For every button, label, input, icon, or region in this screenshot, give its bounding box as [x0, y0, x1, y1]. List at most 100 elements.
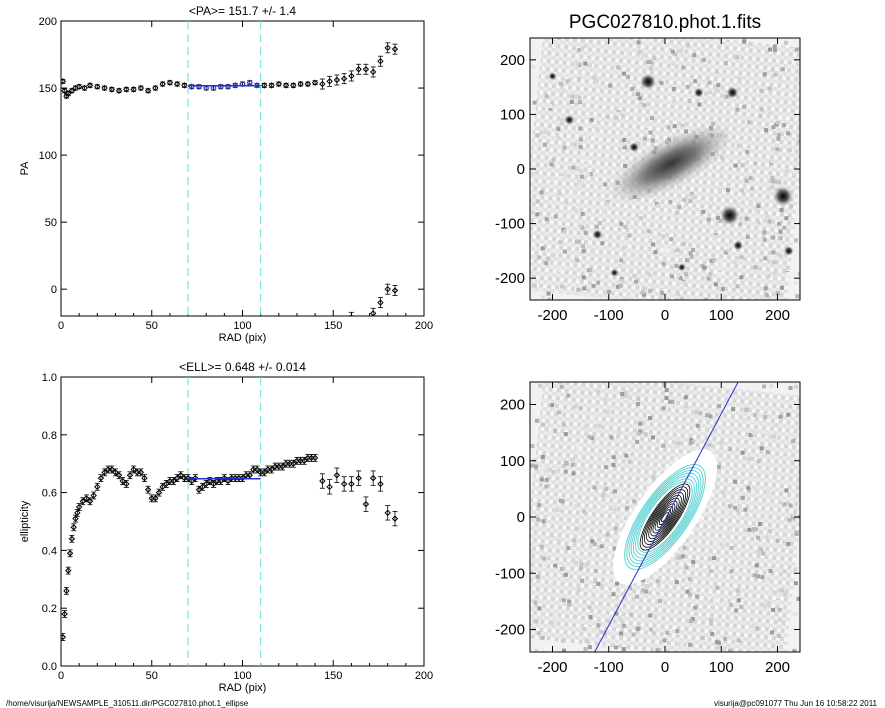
fits-image-noise-pixel: [770, 159, 775, 164]
ellipse-overlay-noise-pixel: [624, 453, 629, 458]
fits-image-noise-pixel: [559, 175, 564, 180]
fits-image-noise-pixel: [547, 297, 552, 300]
fits-image-noise-pixel: [700, 264, 705, 269]
fits-image-noise-pixel: [778, 236, 783, 241]
fits-image-noise-pixel: [711, 121, 716, 126]
star-source: [677, 263, 686, 272]
fits-image-title: PGC027810.phot.1.fits: [569, 12, 761, 33]
pa-xtick-label: 100: [233, 320, 251, 332]
ellipse-overlay-noise-pixel: [723, 600, 728, 605]
fits-image-noise-pixel: [616, 111, 621, 116]
ellipse-overlay-noise-pixel: [546, 448, 551, 453]
ellipticity-data-point: [202, 480, 210, 488]
fits-image-noise-pixel: [793, 238, 798, 243]
ellipticity-data-point: [70, 524, 77, 531]
fits-image-noise-pixel: [666, 223, 671, 228]
ellipse-overlay-noise-pixel: [664, 388, 669, 393]
ellipse-overlay-noise-pixel: [540, 611, 545, 616]
ellipse-overlay-noise-pixel: [533, 600, 538, 605]
ellipse-overlay-noise-pixel: [621, 591, 626, 596]
ellipse-overlay-noise-pixel: [593, 579, 598, 584]
fits-image-noise-pixel: [765, 214, 770, 219]
fits-image-noise-pixel: [665, 252, 670, 257]
ellipse-overlay-noise-pixel: [694, 410, 699, 415]
ellipse-overlay-noise-pixel: [563, 432, 568, 437]
ellipse-overlay-noise-pixel: [740, 450, 745, 455]
fits-image-noise-pixel: [554, 42, 559, 47]
ellipticity-data-point: [340, 480, 348, 488]
ellipse-overlay-noise-pixel: [619, 631, 624, 636]
fits-image-noise-pixel: [586, 114, 591, 119]
ellipse-overlay-noise-pixel: [580, 578, 585, 583]
ellipse-overlay-noise-pixel: [661, 406, 666, 411]
fits-image-noise-pixel: [674, 198, 679, 203]
ellipse-overlay-noise-pixel: [556, 538, 561, 543]
pa-ylabel: PA: [19, 161, 31, 176]
fits-image-noise-pixel: [614, 116, 619, 121]
fits-image-noise-pixel: [605, 202, 610, 207]
ellipse-overlay-noise-pixel: [587, 645, 592, 650]
fits-image-noise-pixel: [576, 287, 581, 292]
fits-image-noise-pixel: [716, 83, 721, 88]
ellipse-overlay-noise-pixel: [685, 589, 690, 594]
fits-image-noise-pixel: [753, 161, 758, 166]
fits-image-noise-pixel: [584, 98, 589, 103]
ellipse-overlay-noise-pixel: [587, 605, 592, 610]
fits-image-noise-pixel: [582, 294, 587, 299]
ellipse-overlay-noise-pixel: [631, 632, 636, 637]
fits-image-noise-pixel: [626, 74, 631, 79]
ellipse-overlay-xtick-label: 200: [765, 659, 790, 676]
star-source: [640, 73, 657, 90]
ellipse-overlay-noise-pixel: [530, 443, 535, 448]
ellipticity-data-point: [188, 477, 195, 485]
fits-image-noise-pixel: [622, 145, 627, 150]
ellipticity-data-point: [333, 472, 341, 479]
fits-image-noise-pixel: [742, 104, 747, 109]
fits-image-noise-pixel: [711, 183, 716, 188]
ellipse-overlay-xtick-label: 0: [661, 659, 669, 676]
fits-image-noise-pixel: [764, 128, 769, 133]
ellipse-overlay-noise-pixel: [765, 450, 770, 455]
ellipse-overlay-noise-pixel: [544, 484, 549, 489]
ellipse-overlay-noise-pixel: [710, 631, 715, 636]
ellipse-overlay-noise-pixel: [729, 602, 734, 607]
fits-image-noise-pixel: [583, 44, 588, 49]
fits-image-noise-pixel: [738, 221, 743, 226]
fits-image-noise-pixel: [551, 157, 556, 162]
ellipse-overlay-noise-pixel: [691, 439, 696, 444]
ellipse-overlay-noise-pixel: [644, 589, 649, 594]
fits-image-noise-pixel: [676, 273, 681, 278]
ellipse-overlay-noise-pixel: [717, 404, 722, 409]
star-source: [629, 142, 640, 153]
fits-image-noise-pixel: [608, 83, 613, 88]
pa-data-point: [159, 80, 166, 88]
fits-image-noise-pixel: [762, 237, 767, 242]
fits-image-noise-pixel: [631, 294, 636, 299]
ellipse-overlay-noise-pixel: [563, 572, 568, 577]
ellipse-overlay-noise-pixel: [605, 492, 610, 497]
fits-image-noise-pixel: [626, 294, 631, 299]
fits-image-noise-pixel: [668, 199, 673, 204]
ellipse-overlay-noise-pixel: [613, 489, 618, 494]
fits-image-noise-pixel: [550, 102, 555, 107]
fits-image-noise-pixel: [578, 168, 583, 173]
pa-data-point: [94, 83, 101, 90]
fits-image-noise-pixel: [531, 64, 536, 69]
ellipticity-data-point: [74, 509, 81, 517]
fits-image-noise-pixel: [728, 155, 733, 160]
isophote-inner: [648, 494, 682, 540]
fits-image-noise-pixel: [691, 248, 696, 253]
fits-image-noise-pixel: [532, 100, 537, 105]
pa-ytick-label: 100: [39, 150, 57, 162]
fits-image-noise-pixel: [748, 200, 753, 205]
ellipse-overlay-noise-pixel: [588, 615, 593, 620]
ellipse-overlay-noise-pixel: [555, 508, 560, 513]
ellipse-overlay-noise-pixel: [693, 605, 698, 610]
ellipse-overlay-noise-pixel: [601, 507, 606, 512]
ellipse-overlay-noise-pixel: [748, 432, 753, 437]
ellipse-overlay-noise-pixel: [691, 560, 696, 565]
pa-data-point: [319, 80, 326, 88]
ellipse-overlay-noise-pixel: [752, 413, 757, 418]
ellipse-overlay-noise-pixel: [715, 416, 720, 421]
ellipse-overlay-noise-pixel: [550, 621, 555, 626]
